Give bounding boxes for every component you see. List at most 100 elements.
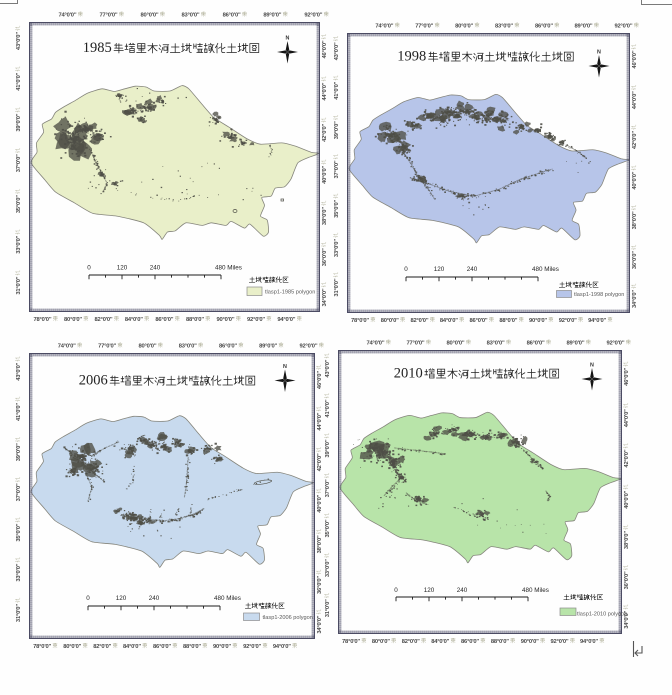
svg-text:0: 0: [394, 587, 398, 594]
svg-text:42°0'0": 42°0'0": [322, 123, 328, 141]
svg-text:80°0'0": 80°0'0": [141, 13, 159, 19]
svg-text:37°0'0": 37°0'0": [16, 483, 22, 501]
svg-text:46°0'0": 46°0'0": [322, 40, 328, 58]
svg-text:89°0'0": 89°0'0": [259, 344, 277, 350]
svg-text:36°0'0": 36°0'0": [624, 571, 630, 589]
svg-text:38°0'0": 38°0'0": [322, 207, 328, 225]
svg-text:42°0'0": 42°0'0": [624, 449, 630, 467]
svg-text:92°0'0": 92°0'0": [551, 639, 569, 645]
svg-text:33°0'0": 33°0'0": [334, 239, 340, 257]
svg-text:120: 120: [434, 266, 445, 273]
svg-text:240: 240: [150, 265, 161, 272]
svg-text:80°0'0": 80°0'0": [372, 639, 390, 645]
svg-text:92°0'0": 92°0'0": [247, 317, 265, 323]
svg-text:78°0'0": 78°0'0": [33, 317, 51, 323]
svg-text:77°0'0": 77°0'0": [407, 341, 425, 347]
svg-text:44°0'0": 44°0'0": [624, 409, 630, 427]
svg-text:84°0'0": 84°0'0": [440, 318, 458, 324]
svg-text:94°0'0": 94°0'0": [277, 317, 295, 323]
svg-text:39°0'0": 39°0'0": [334, 121, 340, 139]
svg-text:92°0'0": 92°0'0": [614, 24, 632, 30]
svg-text:74°0'0": 74°0'0": [58, 13, 76, 19]
svg-text:tlasp1-1998 polygon: tlasp1-1998 polygon: [574, 292, 624, 298]
svg-text:34°0'0": 34°0'0": [624, 610, 630, 628]
svg-text:78°0'0": 78°0'0": [342, 639, 360, 645]
svg-text:40°0'0": 40°0'0": [624, 490, 630, 508]
svg-text:74°0'0": 74°0'0": [375, 24, 393, 30]
svg-text:88°0'0": 88°0'0": [499, 318, 517, 324]
svg-text:41°0'0": 41°0'0": [334, 81, 340, 99]
svg-text:94°0'0": 94°0'0": [588, 318, 606, 324]
svg-text:92°0'0": 92°0'0": [243, 644, 261, 650]
svg-text:43°0'0": 43°0'0": [325, 359, 331, 377]
svg-text:39°0'0": 39°0'0": [16, 113, 22, 131]
svg-text:tlasp1-2010 polygon: tlasp1-2010 polygon: [577, 612, 627, 618]
svg-text:86°0'0": 86°0'0": [470, 318, 488, 324]
svg-text:80°0'0": 80°0'0": [381, 318, 399, 324]
svg-text:83°0'0": 83°0'0": [182, 13, 200, 19]
svg-text:92°0'0": 92°0'0": [606, 341, 624, 347]
svg-text:84°0'0": 84°0'0": [125, 317, 143, 323]
svg-text:86°0'0": 86°0'0": [527, 341, 545, 347]
svg-text:38°0'0": 38°0'0": [632, 211, 638, 229]
svg-text:80°0'0": 80°0'0": [63, 644, 81, 650]
svg-text:90°0'0": 90°0'0": [213, 644, 231, 650]
svg-text:1998: 1998: [397, 49, 426, 65]
svg-text:480 Miles: 480 Miles: [522, 587, 549, 594]
svg-text:80°0'0": 80°0'0": [138, 344, 156, 350]
svg-text:86°0'0": 86°0'0": [219, 344, 237, 350]
svg-text:35°0'0": 35°0'0": [334, 199, 340, 217]
svg-text:1985: 1985: [83, 40, 112, 56]
svg-text:74°0'0": 74°0'0": [366, 341, 384, 347]
svg-text:35°0'0": 35°0'0": [16, 523, 22, 541]
svg-text:90°0'0": 90°0'0": [216, 317, 234, 323]
svg-text:35°0'0": 35°0'0": [325, 519, 331, 537]
svg-text:78°0'0": 78°0'0": [351, 318, 369, 324]
svg-text:43°0'0": 43°0'0": [16, 362, 22, 380]
svg-text:92°0'0": 92°0'0": [559, 318, 577, 324]
svg-text:82°0'0": 82°0'0": [402, 639, 420, 645]
svg-text:43°0'0": 43°0'0": [334, 42, 340, 60]
svg-text:77°0'0": 77°0'0": [98, 344, 116, 350]
svg-text:82°0'0": 82°0'0": [95, 317, 113, 323]
svg-text:42°0'0": 42°0'0": [632, 131, 638, 149]
svg-text:80°0'0": 80°0'0": [455, 24, 473, 30]
svg-text:36°0'0": 36°0'0": [632, 251, 638, 269]
svg-text:77°0'0": 77°0'0": [100, 13, 118, 19]
svg-text:120: 120: [116, 595, 127, 602]
svg-text:74°0'0": 74°0'0": [58, 344, 76, 350]
svg-text:0: 0: [86, 595, 90, 602]
svg-text:86°0'0": 86°0'0": [155, 317, 173, 323]
svg-text:41°0'0": 41°0'0": [16, 72, 22, 90]
svg-text:240: 240: [457, 587, 468, 594]
svg-text:33°0'0": 33°0'0": [16, 235, 22, 253]
svg-text:31°0'0": 31°0'0": [325, 599, 331, 617]
svg-text:89°0'0": 89°0'0": [575, 24, 593, 30]
svg-text:44°0'0": 44°0'0": [632, 91, 638, 109]
svg-text:N: N: [283, 364, 287, 370]
svg-text:33°0'0": 33°0'0": [325, 559, 331, 577]
svg-text:86°0'0": 86°0'0": [535, 24, 553, 30]
svg-text:83°0'0": 83°0'0": [179, 344, 197, 350]
svg-text:39°0'0": 39°0'0": [325, 439, 331, 457]
svg-text:38°0'0": 38°0'0": [317, 535, 323, 553]
svg-text:46°0'0": 46°0'0": [632, 50, 638, 68]
svg-text:41°0'0": 41°0'0": [16, 403, 22, 421]
svg-text:2010: 2010: [394, 366, 423, 382]
svg-text:37°0'0": 37°0'0": [334, 160, 340, 178]
svg-text:31°0'0": 31°0'0": [16, 604, 22, 622]
svg-text:83°0'0": 83°0'0": [487, 341, 505, 347]
svg-text:2006: 2006: [79, 373, 108, 389]
svg-text:41°0'0": 41°0'0": [325, 399, 331, 417]
svg-text:36°0'0": 36°0'0": [317, 576, 323, 594]
svg-text:tlasp1-2006 polygon: tlasp1-2006 polygon: [263, 615, 313, 621]
svg-text:42°0'0": 42°0'0": [317, 453, 323, 471]
svg-text:88°0'0": 88°0'0": [183, 644, 201, 650]
svg-text:94°0'0": 94°0'0": [273, 644, 291, 650]
svg-text:44°0'0": 44°0'0": [322, 82, 328, 100]
svg-text:35°0'0": 35°0'0": [16, 195, 22, 213]
svg-text:34°0'0": 34°0'0": [632, 290, 638, 308]
svg-text:480 Miles: 480 Miles: [532, 266, 559, 273]
svg-text:N: N: [590, 363, 594, 369]
svg-text:84°0'0": 84°0'0": [431, 639, 449, 645]
